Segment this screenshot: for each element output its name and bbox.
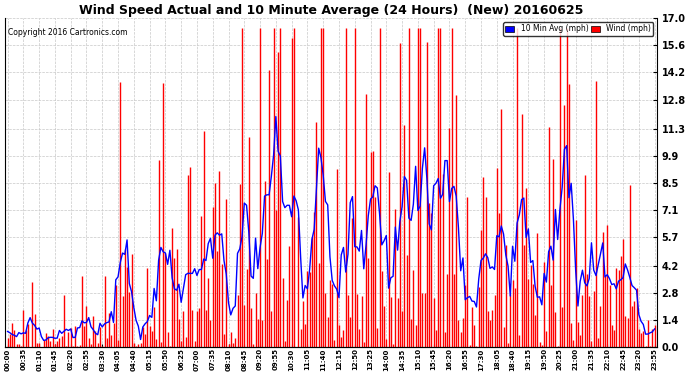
- Title: Wind Speed Actual and 10 Minute Average (24 Hours)  (New) 20160625: Wind Speed Actual and 10 Minute Average …: [79, 4, 583, 17]
- Legend: 10 Min Avg (mph), Wind (mph): 10 Min Avg (mph), Wind (mph): [503, 22, 653, 36]
- Text: Copyright 2016 Cartronics.com: Copyright 2016 Cartronics.com: [8, 28, 127, 37]
